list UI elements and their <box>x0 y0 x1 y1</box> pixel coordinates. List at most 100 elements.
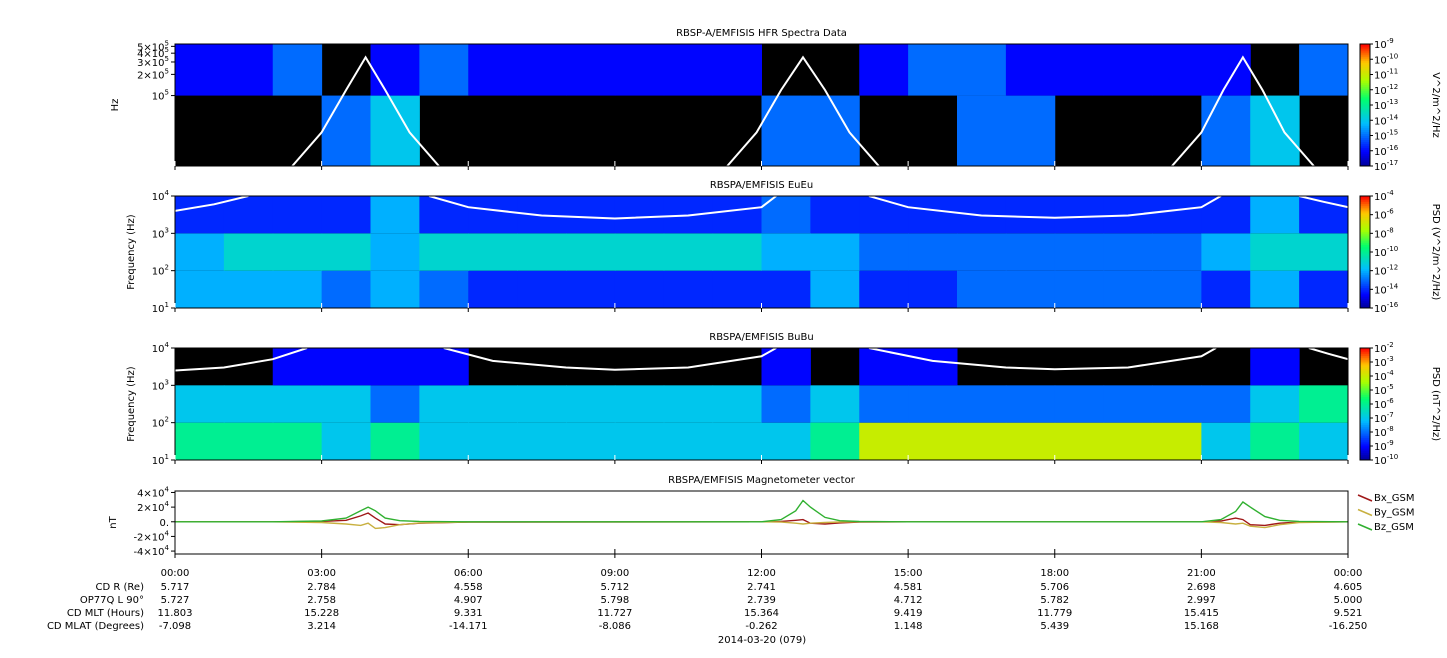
colorbar-slice <box>1360 390 1370 394</box>
ephemeris-row-label: CD MLT (Hours) <box>67 608 144 619</box>
heatmap-cell <box>859 233 909 271</box>
colorbar-tick-label-exp: -16 <box>1387 301 1399 309</box>
colorbar-tick-label: 10-9 <box>1374 439 1394 453</box>
ephemeris-value: 2.741 <box>747 582 776 593</box>
heatmap-cell <box>1201 270 1251 308</box>
ephemeris-value: -16.250 <box>1329 621 1368 632</box>
ephemeris-value: 11.779 <box>1037 608 1072 619</box>
colorbar-slice <box>1360 418 1370 422</box>
y-tick-label-base: 10 <box>152 192 165 203</box>
colorbar-slice <box>1360 137 1370 141</box>
colorbar-slice <box>1360 430 1370 433</box>
colorbar-slice <box>1360 272 1370 275</box>
colorbar-tick-label-base: 10 <box>1374 55 1387 66</box>
heatmap-cell <box>957 44 1007 96</box>
heatmap-cell <box>712 385 762 423</box>
heatmap-cell <box>566 270 616 308</box>
colorbar-slice <box>1360 149 1370 153</box>
colorbar-slice <box>1360 105 1370 108</box>
heatmap-cell <box>663 270 714 308</box>
colorbar-slice <box>1360 82 1370 86</box>
y-tick-label-base: 10 <box>152 304 165 315</box>
series-line <box>291 55 1315 166</box>
colorbar-slice <box>1360 196 1370 199</box>
colorbar-slice <box>1360 70 1370 73</box>
heatmap-cell <box>370 270 420 308</box>
heatmap-cell <box>1005 233 1056 271</box>
x-tick-label: 00:00 <box>1334 568 1363 579</box>
colorbar-slice <box>1360 446 1370 450</box>
heatmap-cell <box>761 196 811 234</box>
colorbar-slice <box>1360 293 1370 296</box>
colorbar-slice <box>1360 296 1370 300</box>
heatmap-cell <box>223 196 274 234</box>
heatmap-cell <box>223 233 274 271</box>
colorbar-tick-label-base: 10 <box>1374 267 1387 278</box>
colorbar-slice <box>1360 253 1370 257</box>
colorbar-slice <box>1360 432 1370 435</box>
heatmap-cell <box>175 44 225 96</box>
colorbar-slice <box>1360 452 1370 455</box>
colorbar-slice <box>1360 405 1370 409</box>
y-tick-label-exp: 5 <box>165 46 169 54</box>
colorbar-slice <box>1360 135 1370 139</box>
ephemeris-value: 5.712 <box>601 582 630 593</box>
colorbar-slice <box>1360 207 1370 210</box>
colorbar-slice <box>1360 439 1370 442</box>
y-tick-label-base: 10 <box>152 229 165 240</box>
colorbar-slice <box>1360 125 1370 128</box>
heatmap-cell <box>272 385 323 423</box>
y-tick-label: 5×105 <box>137 39 169 53</box>
colorbar-slice <box>1360 60 1370 63</box>
colorbar-slice <box>1360 62 1370 65</box>
y-axis-label: Frequency (Hz) <box>126 214 137 290</box>
series-line <box>175 499 1348 523</box>
y-tick-label: 102 <box>152 264 169 278</box>
colorbar-tick-label: 10-10 <box>1374 52 1398 66</box>
heatmap-cell <box>1054 44 1105 96</box>
colorbar-tick-label-exp: -11 <box>1387 68 1398 76</box>
colorbar-tick-label-exp: -10 <box>1387 52 1398 60</box>
heatmap-cell <box>1103 233 1153 271</box>
heatmap-cell <box>223 44 274 96</box>
y-tick-label: 101 <box>152 453 169 467</box>
heatmap-cell <box>614 44 665 96</box>
panel-title: RBSP-A/EMFISIS HFR Spectra Data <box>676 28 847 39</box>
panel-title: RBSPA/EMFISIS EuEu <box>710 180 813 191</box>
colorbar-tick-label-exp: -8 <box>1387 226 1394 234</box>
colorbar-slice <box>1360 100 1370 104</box>
colorbar-slice <box>1360 127 1370 130</box>
heatmap-cell <box>517 385 567 423</box>
heatmap-cell <box>468 422 518 460</box>
heatmap-cell <box>1201 196 1251 234</box>
colorbar-tick-label-exp: -10 <box>1387 453 1398 461</box>
colorbar-tick-label: 10-8 <box>1374 226 1394 240</box>
ephemeris-value: 5.798 <box>601 595 630 606</box>
heatmap-cell <box>419 233 469 271</box>
colorbar-slice <box>1360 214 1370 218</box>
colorbar-slice <box>1360 437 1370 440</box>
colorbar-slice <box>1360 220 1370 223</box>
colorbar-tick-label: 10-13 <box>1374 98 1398 112</box>
ephemeris-value: 2.758 <box>307 595 336 606</box>
heatmap-cell <box>1054 196 1105 234</box>
heatmap-cell <box>223 270 274 308</box>
colorbar-slice <box>1360 56 1370 59</box>
colorbar-slice <box>1360 366 1370 370</box>
colorbar-tick-label-base: 10 <box>1374 132 1387 143</box>
colorbar-slice <box>1360 123 1370 126</box>
heatmap-cell <box>712 233 762 271</box>
series-line <box>175 512 1348 527</box>
ephemeris-value: -0.262 <box>745 621 777 632</box>
colorbar-slice <box>1360 259 1370 262</box>
colorbar-slice <box>1360 372 1370 375</box>
heatmap-cell <box>663 44 714 96</box>
series-line <box>175 196 1348 220</box>
heatmap-cell <box>761 270 811 308</box>
colorbar-tick-label-exp: -5 <box>1387 383 1394 391</box>
colorbar-slice <box>1360 72 1370 75</box>
heatmap-cell <box>859 196 909 234</box>
legend-swatch <box>1357 508 1373 517</box>
legend-swatch <box>1357 494 1373 502</box>
colorbar-slice <box>1360 197 1370 201</box>
